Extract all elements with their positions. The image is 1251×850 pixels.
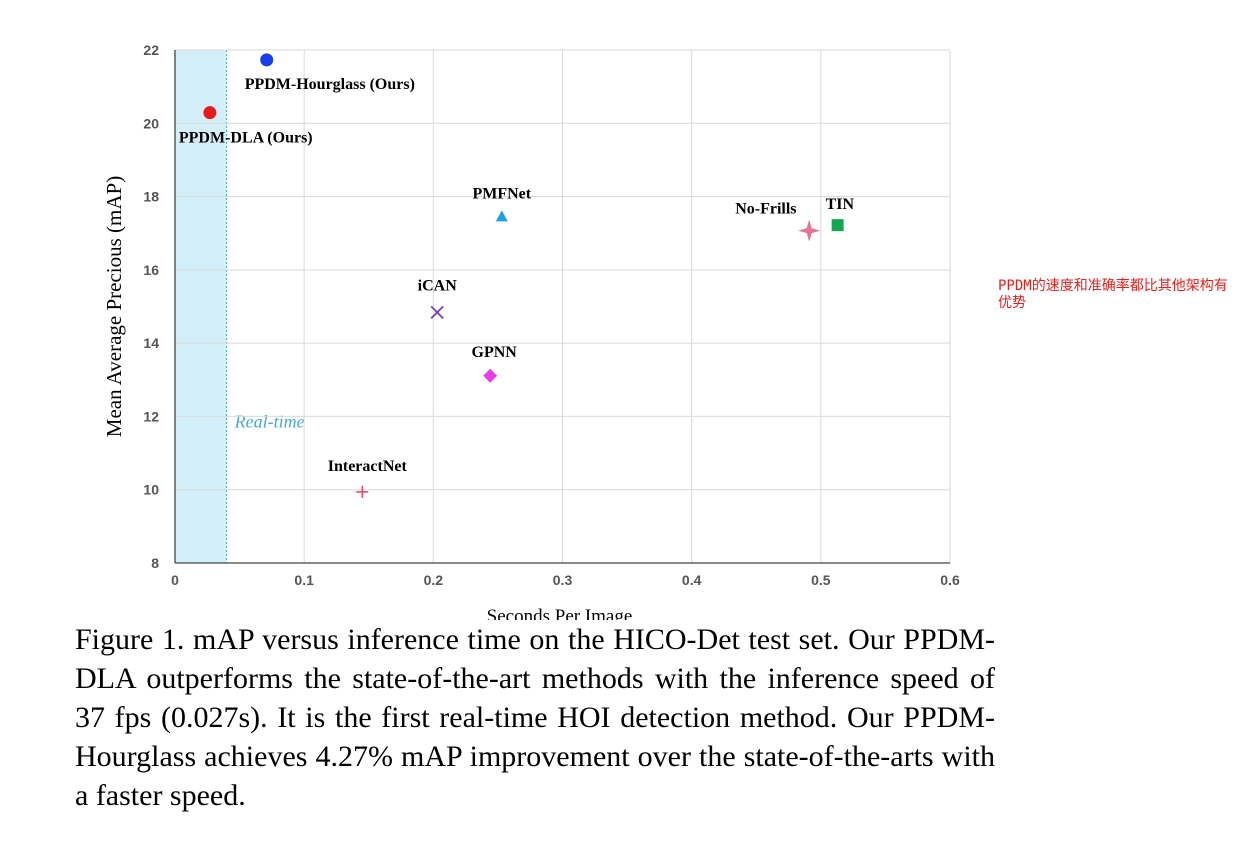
ppdm-dla-ours-point (203, 106, 217, 120)
y-axis-label: Mean Average Precious (mAP) (102, 176, 126, 437)
x-tick-label: 0 (171, 572, 179, 588)
realtime-region (175, 50, 227, 563)
y-tick-label: 16 (143, 262, 159, 278)
ppdm-dla-ours-label: PPDM-DLA (Ours) (179, 130, 313, 147)
y-tick-label: 12 (143, 408, 159, 424)
tin-label: TIN (826, 196, 855, 213)
y-tick-label: 14 (143, 335, 159, 351)
no-frills-label: No-Frills (735, 201, 796, 218)
realtime-label: Real-time (234, 411, 305, 431)
x-tick-label: 0.3 (553, 572, 573, 588)
scatter-chart: Real-time 0 0.1 0.2 0.3 0.4 0.5 0.6 8 10 12 14 16 18… (102, 42, 960, 620)
x-tick-label: 0.2 (424, 572, 444, 588)
interactnet-label: InteractNet (328, 458, 408, 475)
x-axis-label: Seconds Per Image (487, 606, 633, 620)
ican-label: iCAN (418, 277, 458, 294)
x-tick-label: 0.6 (940, 572, 960, 588)
no-frills-point (798, 219, 821, 242)
ppdm-hourglass-ours-label: PPDM-Hourglass (Ours) (245, 76, 415, 93)
y-tick-label: 22 (143, 42, 159, 58)
x-tick-label: 0.1 (294, 572, 314, 588)
annotation-note: PPDM的速度和准确率都比其他架构有优势 (998, 278, 1228, 311)
x-tick-label: 0.5 (811, 572, 831, 588)
y-tick-label: 8 (151, 555, 159, 571)
interactnet-point (356, 485, 369, 498)
pmfnet-point (495, 210, 508, 222)
y-tick-label: 18 (143, 189, 159, 205)
ican-point (430, 305, 444, 319)
x-tick-label: 0.4 (682, 572, 702, 588)
gpnn-label: GPNN (472, 344, 518, 361)
y-tick-label: 10 (143, 482, 159, 498)
figure-caption: Figure 1. mAP versus inference time on t… (75, 623, 995, 812)
gpnn-point (483, 368, 498, 383)
y-tick-label: 20 (143, 115, 159, 131)
ppdm-hourglass-ours-point (260, 53, 274, 67)
tin-point (831, 219, 844, 232)
pmfnet-label: PMFNet (472, 185, 531, 202)
